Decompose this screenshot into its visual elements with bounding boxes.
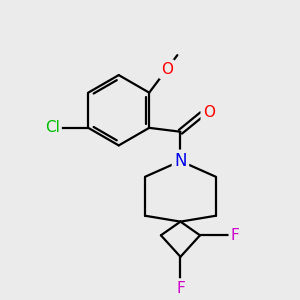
Text: O: O [203,105,215,120]
Text: O: O [161,62,173,77]
Text: F: F [231,228,239,243]
Text: Cl: Cl [45,120,60,135]
Text: N: N [174,152,187,170]
Text: F: F [176,280,185,296]
